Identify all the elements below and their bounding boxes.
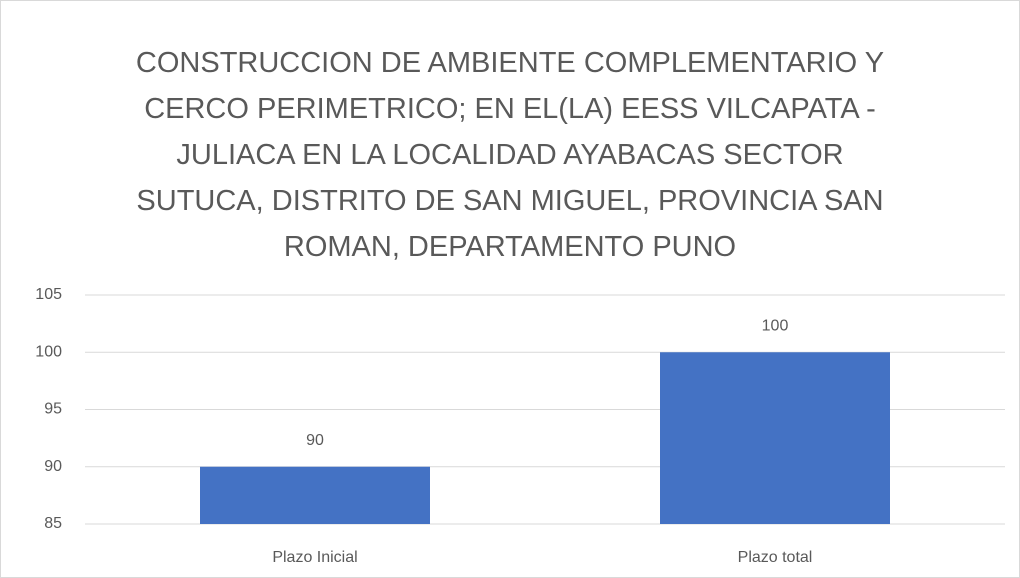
data-label: 90 [306, 432, 324, 449]
x-tick-label: Plazo total [738, 549, 813, 566]
x-tick-label: Plazo Inicial [272, 549, 357, 566]
bar [660, 352, 890, 524]
y-tick-label: 85 [44, 515, 62, 532]
y-tick-label: 105 [35, 286, 62, 303]
y-tick-label: 100 [35, 343, 62, 360]
y-tick-label: 90 [44, 458, 62, 475]
y-tick-label: 95 [44, 401, 62, 418]
data-label: 100 [762, 317, 789, 334]
bar [200, 466, 430, 524]
chart-title: CONSTRUCCION DE AMBIENTE COMPLEMENTARIO … [135, 47, 885, 263]
